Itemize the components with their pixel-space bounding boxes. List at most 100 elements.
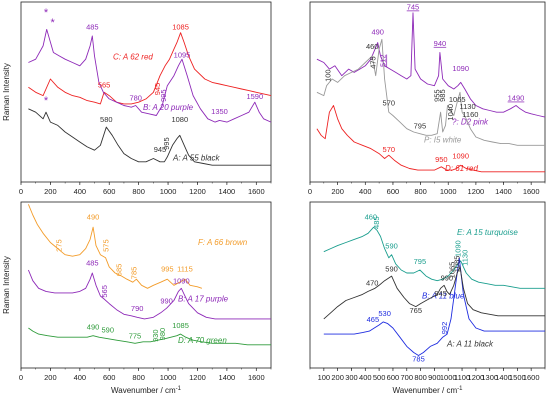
x-tick-label: 1100 [454, 373, 470, 382]
plot-frame [20, 1, 272, 183]
peak-label: 470 [366, 278, 379, 287]
series-label: ?: D2 pink [452, 117, 489, 126]
x-tick-label: 600 [387, 373, 400, 382]
peak-label: 1040 [446, 104, 455, 121]
x-tick-label: 1600 [248, 373, 265, 382]
x-axis-title: Wavenumber / cm-1 [111, 386, 182, 395]
plot-frame [20, 201, 272, 369]
peak-label: 1090 [452, 152, 469, 161]
peak-label: 995 [162, 137, 171, 150]
x-tick-label: 1300 [481, 373, 498, 382]
peak-label: 590 [385, 265, 398, 274]
x-tick-label: 1600 [523, 187, 540, 196]
series-label: B: A 20 purple [143, 103, 194, 112]
x-tick-label: 200 [331, 373, 344, 382]
x-tick-label: 1600 [248, 187, 265, 196]
peak-label: 570 [383, 99, 396, 108]
peak-label: 460 [366, 42, 379, 51]
series-label: A: A 55 black [172, 153, 221, 162]
peak-label: 485 [86, 258, 99, 267]
peak-label: 565 [98, 80, 111, 89]
peak-label: 490 [371, 27, 384, 36]
series-label: P: I5 white [424, 135, 462, 144]
series-line [323, 257, 545, 356]
peak-label: 1130 [460, 102, 476, 111]
x-tick-label: 600 [103, 187, 116, 196]
x-tick-label: 800 [414, 373, 427, 382]
x-tick-label: 900 [428, 373, 441, 382]
peak-label: 565 [100, 285, 109, 298]
x-tick-label: 700 [401, 373, 414, 382]
x-tick-label: 400 [359, 187, 372, 196]
peak-label: 1350 [211, 107, 228, 116]
x-tick-label: 500 [373, 373, 386, 382]
x-tick-label: 1400 [219, 373, 236, 382]
peak-label: 460 [365, 213, 378, 222]
x-tick-label: 1000 [160, 187, 177, 196]
y-axis-title: Raman Intensity [2, 256, 11, 314]
x-tick-label: 1200 [189, 187, 206, 196]
peak-label: 950 [435, 155, 448, 164]
plot-frame [309, 201, 546, 369]
series-line [28, 32, 272, 105]
x-tick-label: 300 [345, 373, 358, 382]
series-label: D: A 70 green [178, 336, 227, 345]
peak-label: 790 [131, 304, 144, 313]
peak-label: 1085 [172, 22, 189, 31]
peak-label: 1115 [177, 265, 193, 274]
series-line [323, 226, 545, 289]
peak-label: 1090 [173, 277, 190, 286]
series-label: C: A 62 red [113, 53, 153, 62]
x-tick-label: 1000 [440, 373, 457, 382]
series-label: B: A 11 blue [422, 291, 465, 300]
x-tick-label: 800 [414, 187, 427, 196]
peak-label: 1085 [172, 321, 189, 330]
x-tick-label: 200 [331, 187, 344, 196]
x-tick-label: 1000 [160, 373, 177, 382]
x-tick-label: 800 [132, 187, 145, 196]
peak-label: 275 [54, 239, 63, 252]
peak-label: 785 [129, 267, 138, 280]
peak-label: 1160 [462, 110, 478, 119]
series-line [28, 327, 271, 346]
x-tick-label: 400 [359, 373, 372, 382]
peak-label: 990 [441, 274, 454, 283]
series-label: A: A 11 black [446, 339, 494, 348]
series-label: B: A 17 purple [178, 295, 229, 304]
peak-label: 995 [159, 89, 168, 102]
peak-label: 530 [378, 309, 391, 318]
x-axis-title-sup: -1 [176, 386, 182, 392]
series-line [28, 108, 271, 166]
peak-label: 1090 [454, 240, 463, 257]
asterisk-marker: * [50, 17, 55, 29]
peak-label: 1085 [452, 256, 461, 273]
peak-label: 992 [440, 322, 449, 335]
peak-label: 1590 [246, 92, 263, 101]
peak-label: 490 [87, 213, 100, 222]
peak-label: 945 [154, 145, 167, 154]
series-line [27, 204, 203, 289]
peak-label: 1130 [461, 250, 470, 266]
peak-label: 945 [153, 83, 162, 96]
x-axis-title: Wavenumber / cm-1 [393, 386, 464, 395]
peak-label: 485 [372, 216, 381, 229]
x-tick-label: 1200 [468, 373, 485, 382]
peak-label: 475 [369, 56, 378, 69]
series-line [316, 38, 545, 146]
peak-label: 775 [129, 332, 142, 341]
peak-label: 1065 [447, 262, 456, 279]
x-tick-label: 200 [44, 187, 57, 196]
peak-label: 1490 [508, 94, 525, 103]
peak-label: 995 [161, 265, 174, 274]
x-tick-label: 800 [132, 373, 145, 382]
peak-label: 590 [385, 242, 398, 251]
plot-frame [309, 1, 546, 183]
x-tick-label: 1400 [495, 373, 512, 382]
peak-label: 785 [412, 355, 425, 364]
peak-label: 685 [115, 264, 124, 277]
peak-label: 930 [151, 329, 160, 342]
x-tick-label: 200 [44, 373, 57, 382]
x-tick-label: 1500 [509, 373, 526, 382]
peak-label: 512 [378, 55, 387, 68]
